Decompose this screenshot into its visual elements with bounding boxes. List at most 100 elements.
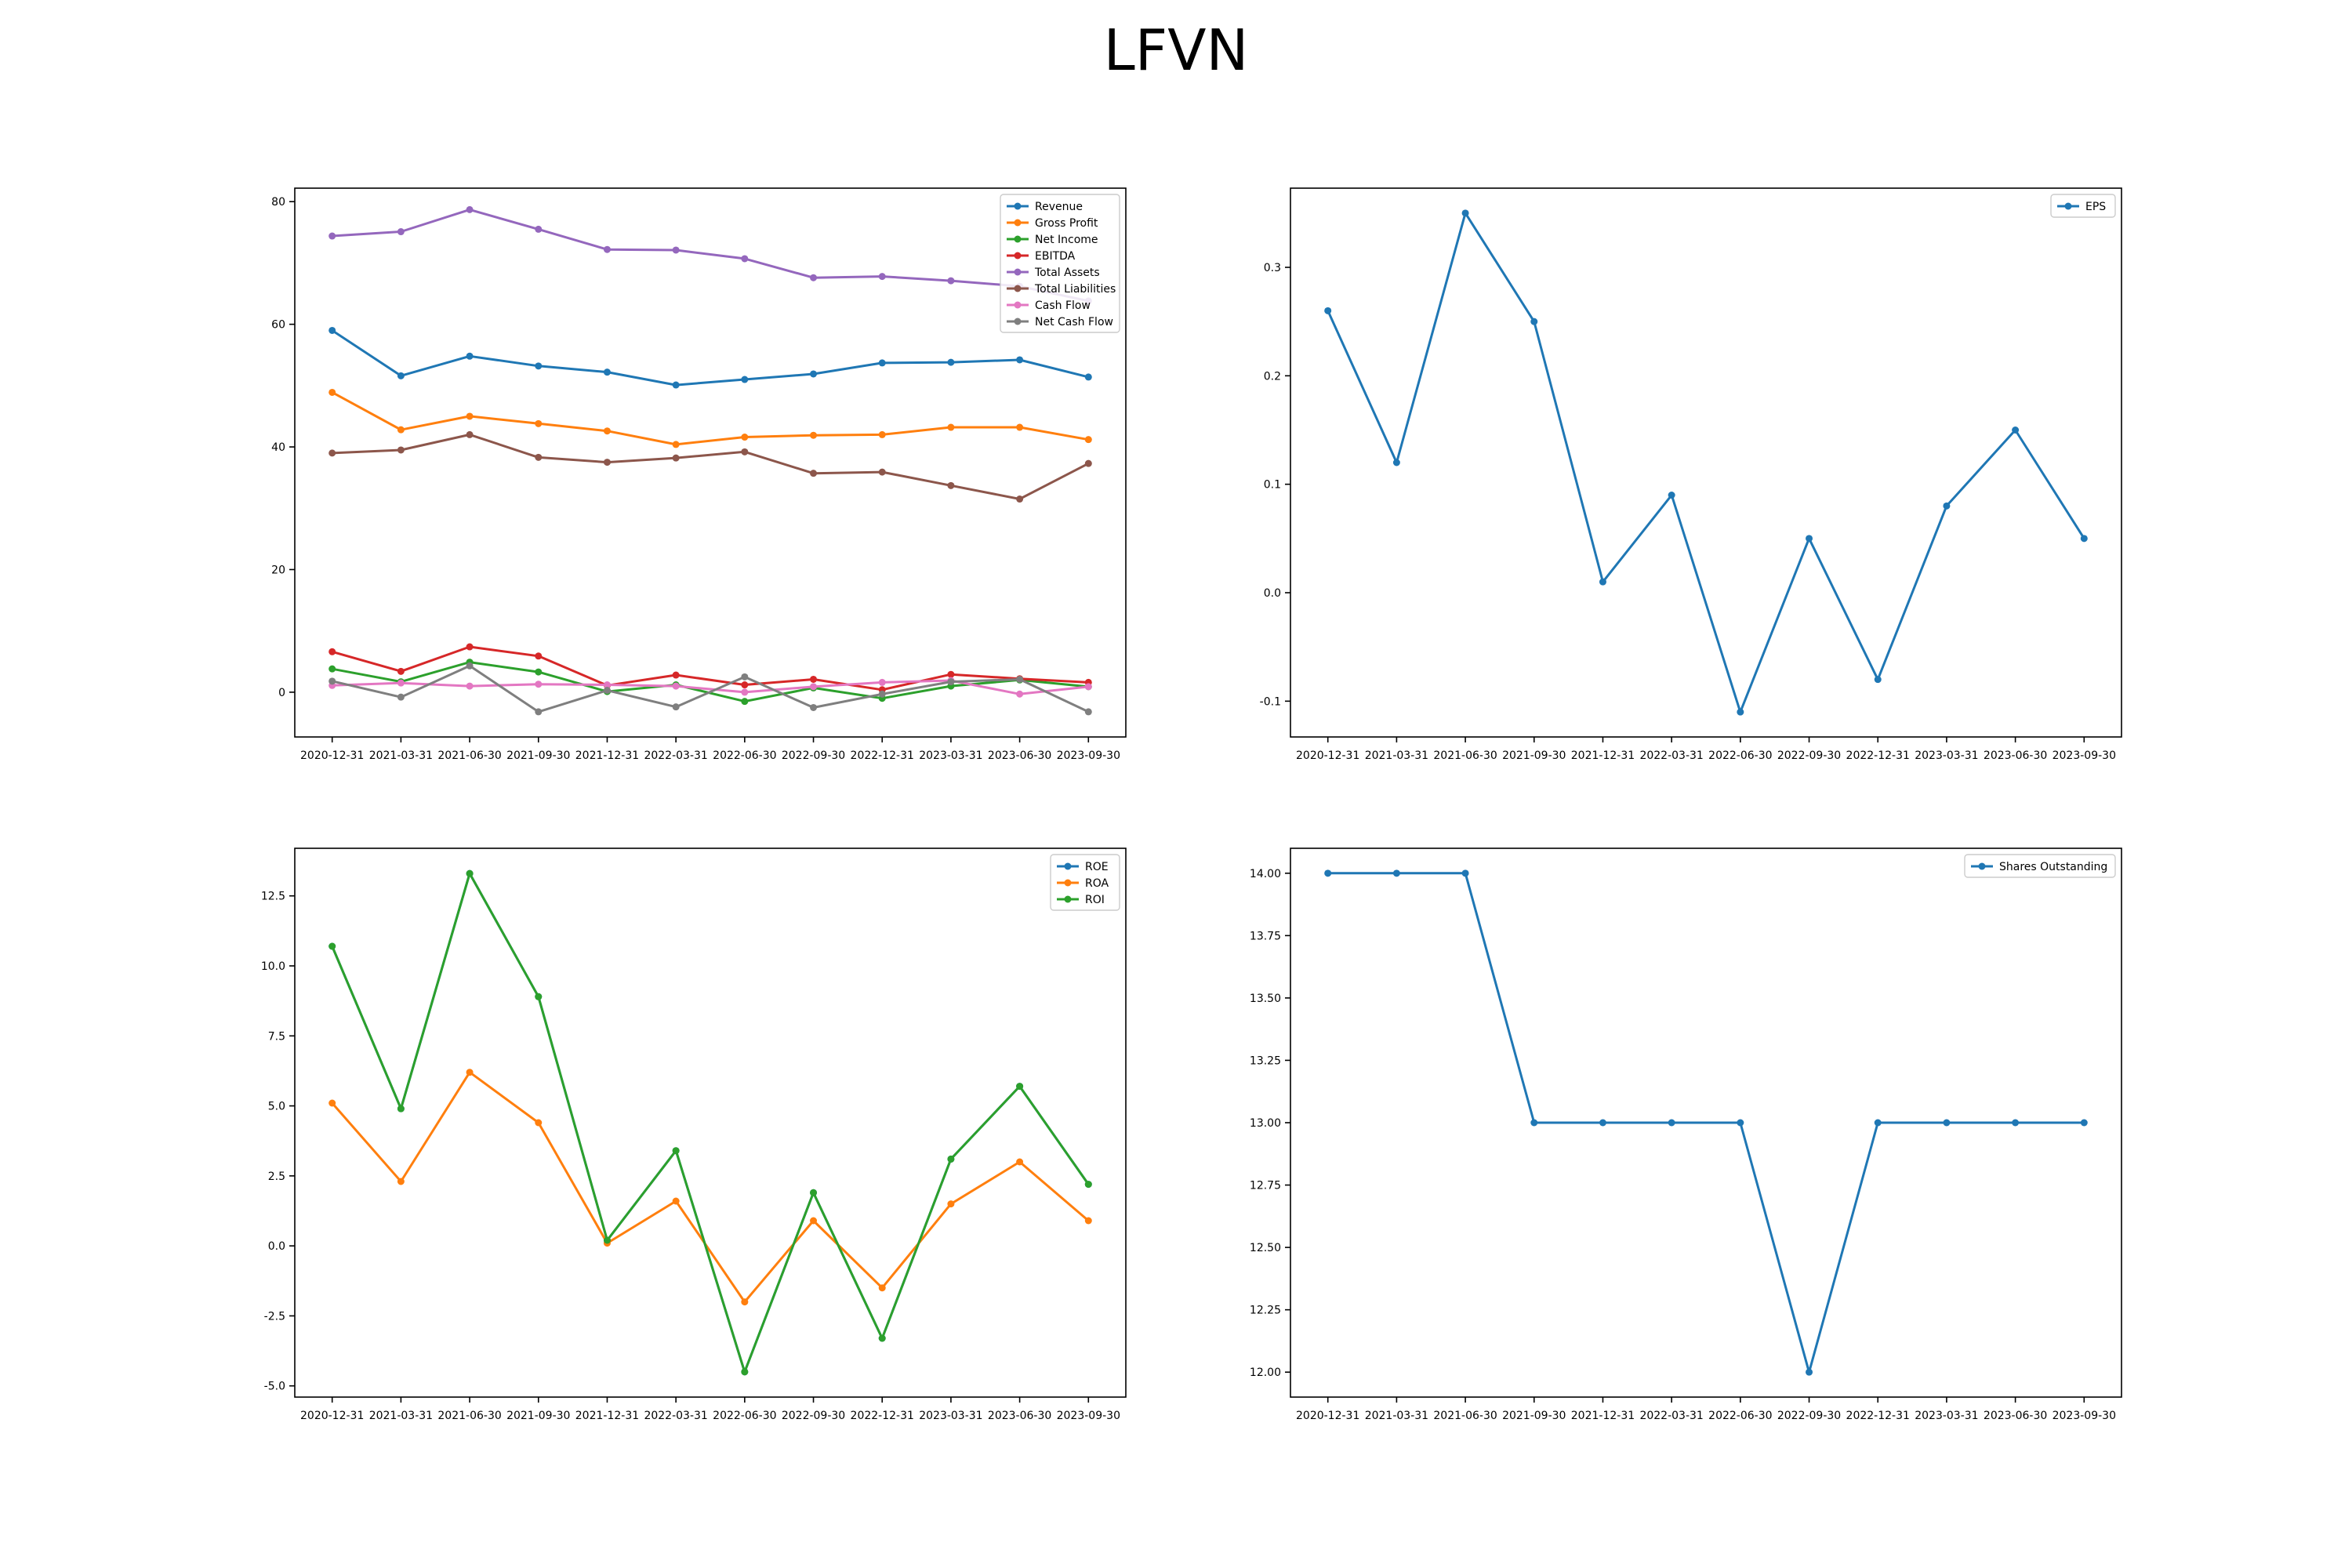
data-point (1874, 676, 1882, 684)
data-point (878, 1334, 886, 1342)
data-point (1668, 492, 1675, 499)
data-point (603, 687, 611, 695)
data-point (466, 643, 474, 651)
plot-area-frame (294, 187, 1127, 738)
legend-item: Net Cash Flow (1007, 316, 1113, 328)
x-tick-label: 2022-06-30 (1708, 1410, 1772, 1422)
data-point (741, 255, 749, 263)
data-point (878, 430, 886, 438)
data-point (1084, 1217, 1092, 1225)
data-point (466, 662, 474, 670)
legend-label: ROI (1085, 894, 1105, 906)
legend-marker (2064, 202, 2072, 210)
data-point (2012, 426, 2020, 434)
data-point (1016, 1083, 1024, 1091)
legend-marker (1978, 862, 1986, 870)
data-point (397, 446, 405, 454)
legend-item: Shares Outstanding (1971, 861, 2107, 873)
x-tick-label: 2021-06-30 (1433, 750, 1497, 762)
y-tick-label: -0.1 (1260, 695, 1281, 708)
legend-item: Gross Profit (1007, 217, 1098, 230)
data-point (397, 426, 405, 434)
legend-marker (1064, 879, 1072, 887)
data-point (328, 388, 336, 396)
data-point (947, 423, 955, 431)
x-tick-label: 2023-03-31 (1915, 750, 1978, 762)
data-point (535, 708, 543, 716)
data-point (947, 277, 955, 285)
legend: ROE ROA ROI (1050, 854, 1120, 911)
series-eps (1324, 209, 2088, 716)
x-tick-label: 2021-12-31 (575, 1410, 639, 1422)
data-point (1016, 675, 1024, 683)
x-tick-label: 2022-03-31 (644, 750, 707, 762)
data-point (1324, 307, 1332, 314)
data-point (878, 678, 886, 686)
data-point (2080, 535, 2088, 543)
data-point (328, 1099, 336, 1107)
legend-label: Total Assets (1034, 267, 1100, 279)
x-tick-label: 2023-09-30 (1057, 1410, 1120, 1422)
x-tick-label: 2021-09-30 (1502, 1410, 1566, 1422)
x-tick-label: 2023-06-30 (1984, 750, 2047, 762)
x-tick-label: 2021-06-30 (437, 750, 501, 762)
y-tick-label: -2.5 (264, 1310, 285, 1323)
data-point (1392, 869, 1400, 877)
data-point (466, 412, 474, 420)
series-line (1327, 872, 2085, 1374)
data-point (1737, 708, 1744, 716)
data-point (466, 1069, 474, 1076)
x-tick-label: 2021-12-31 (1571, 750, 1635, 762)
data-point (1806, 1368, 1813, 1376)
x-tick-label: 2023-06-30 (988, 1410, 1051, 1422)
chart-panel-3: 2020-12-31 2021-03-31 2021-06-30 2021-09-30… (261, 848, 1127, 1422)
y-tick-label: 12.00 (1250, 1367, 1281, 1379)
data-point (878, 468, 886, 476)
legend-marker (1014, 219, 1022, 227)
y-tick-label: -5.0 (264, 1381, 285, 1393)
y-tick-label: 0.1 (1264, 479, 1281, 492)
series-line (331, 872, 1090, 1374)
legend-label: Shares Outstanding (1999, 861, 2107, 873)
data-point (466, 430, 474, 438)
data-point (603, 1236, 611, 1244)
data-point (810, 1189, 818, 1196)
legend-frame (2050, 194, 2116, 218)
data-point (397, 1105, 405, 1112)
data-point (1461, 869, 1469, 877)
series-line (331, 1071, 1090, 1304)
data-point (1874, 1119, 1882, 1127)
y-tick-label: 7.5 (268, 1030, 285, 1043)
data-point (535, 362, 543, 370)
x-tick-label: 2022-06-30 (713, 1410, 776, 1422)
x-tick-label: 2021-09-30 (506, 1410, 570, 1422)
data-point (1016, 1158, 1024, 1166)
legend-marker (1064, 895, 1072, 903)
series-line (332, 645, 1089, 691)
series-line (331, 329, 1089, 387)
series-roi (328, 869, 1092, 1376)
data-point (535, 419, 543, 427)
legend-item: ROA (1057, 877, 1109, 890)
x-tick-label: 2021-06-30 (437, 1410, 501, 1422)
data-point (878, 359, 886, 367)
legend-marker (1064, 862, 1072, 870)
chart-panel-4: 2020-12-31 2021-03-31 2021-06-30 2021-09-30… (1250, 848, 2122, 1422)
legend-item: EBITDA (1007, 250, 1076, 263)
x-tick-label: 2021-12-31 (1571, 1410, 1635, 1422)
data-point (1668, 1119, 1675, 1127)
x-tick-label: 2023-09-30 (2053, 750, 2116, 762)
data-point (328, 326, 336, 334)
legend-marker (1014, 285, 1022, 292)
legend-item: ROE (1057, 861, 1109, 873)
data-point (535, 652, 543, 660)
y-tick-label: 60 (271, 319, 285, 332)
y-tick-label: 0.0 (268, 1240, 285, 1253)
series-roa (328, 1069, 1092, 1306)
data-point (397, 679, 405, 687)
legend-item: Total Assets (1007, 267, 1100, 279)
x-tick-label: 2022-06-30 (1708, 750, 1772, 762)
x-tick-label: 2023-09-30 (1057, 750, 1120, 762)
data-point (1016, 690, 1024, 698)
